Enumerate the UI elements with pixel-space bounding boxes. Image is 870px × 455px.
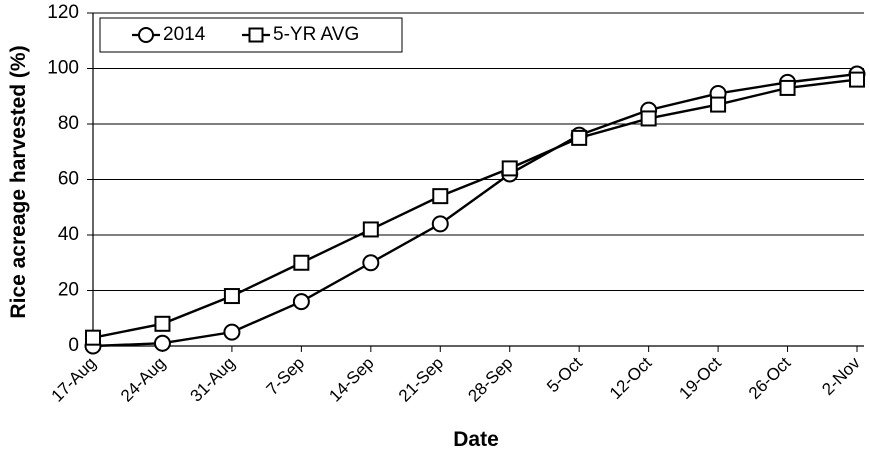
y-tick-labels: 0 20 40 60 80 100 120 xyxy=(47,2,79,356)
data-point-2014-31-Aug xyxy=(223,323,241,341)
data-point-2014-24-Aug xyxy=(153,334,171,352)
y-tick-label-0: 0 xyxy=(68,335,79,356)
data-point-5-yr-avg-17-Aug xyxy=(85,329,101,346)
x-tick-label-28-Sep: 28-Sep xyxy=(464,353,516,405)
x-tick-label-14-Sep: 14-Sep xyxy=(325,353,377,405)
data-point-5-yr-avg-5-Oct xyxy=(571,129,588,146)
legend: 2014 5-YR AVG xyxy=(99,17,403,53)
data-point-5-yr-avg-14-Sep xyxy=(362,221,379,238)
x-tick-label-31-Aug: 31-Aug xyxy=(187,353,239,405)
x-tick-label-2-Nov: 2-Nov xyxy=(818,353,864,399)
data-point-5-yr-avg-24-Aug xyxy=(154,315,171,332)
data-point-5-yr-avg-31-Aug xyxy=(223,288,240,305)
data-point-5-yr-avg-28-Sep xyxy=(501,160,518,177)
data-point-2014-7-Sep xyxy=(292,293,310,311)
legend-square-marker xyxy=(248,27,264,43)
gridlines xyxy=(93,12,864,291)
y-tick-label-40: 40 xyxy=(58,224,79,245)
data-point-5-yr-avg-26-Oct xyxy=(779,79,796,96)
data-point-2014-21-Sep xyxy=(431,215,449,233)
y-tick-label-100: 100 xyxy=(47,58,79,79)
data-point-5-yr-avg-12-Oct xyxy=(640,110,657,127)
x-tick-label-12-Oct: 12-Oct xyxy=(606,353,656,403)
y-tick-label-120: 120 xyxy=(47,2,79,23)
axes xyxy=(87,12,864,352)
y-tick-label-60: 60 xyxy=(58,169,79,190)
legend-label-2014: 2014 xyxy=(163,24,206,45)
data-point-5-yr-avg-19-Oct xyxy=(710,96,727,113)
series-line-2014 xyxy=(92,72,858,348)
data-point-5-yr-avg-2-Nov xyxy=(849,71,865,88)
series-layer xyxy=(84,65,866,355)
x-tick-label-5-Oct: 5-Oct xyxy=(543,353,586,396)
x-tick-label-17-Aug: 17-Aug xyxy=(48,353,100,405)
y-axis-title: Rice acreage harvested (%) xyxy=(7,45,30,318)
x-tick-label-7-Sep: 7-Sep xyxy=(263,353,309,399)
data-point-2014-14-Sep xyxy=(362,254,380,272)
x-tick-label-24-Aug: 24-Aug xyxy=(117,353,169,405)
data-point-5-yr-avg-7-Sep xyxy=(293,254,310,271)
legend-label-5yr-avg: 5-YR AVG xyxy=(273,24,359,45)
x-tick-labels: 17-Aug 24-Aug 31-Aug 7-Sep 14-Sep 21-Sep 28-Se… xyxy=(48,353,865,406)
legend-item-5yr-avg: 5-YR AVG xyxy=(242,24,359,45)
x-tick-label-21-Sep: 21-Sep xyxy=(395,353,447,405)
y-tick-label-20: 20 xyxy=(58,280,79,301)
x-tick-label-26-Oct: 26-Oct xyxy=(745,353,795,403)
x-axis-title: Date xyxy=(453,428,499,451)
data-point-5-yr-avg-21-Sep xyxy=(432,188,449,205)
y-tick-label-80: 80 xyxy=(58,113,79,134)
x-tick-label-19-Oct: 19-Oct xyxy=(675,353,725,403)
legend-circle-marker xyxy=(138,27,154,43)
series-line-5-yr-avg xyxy=(92,78,858,339)
legend-item-2014: 2014 xyxy=(132,24,206,45)
